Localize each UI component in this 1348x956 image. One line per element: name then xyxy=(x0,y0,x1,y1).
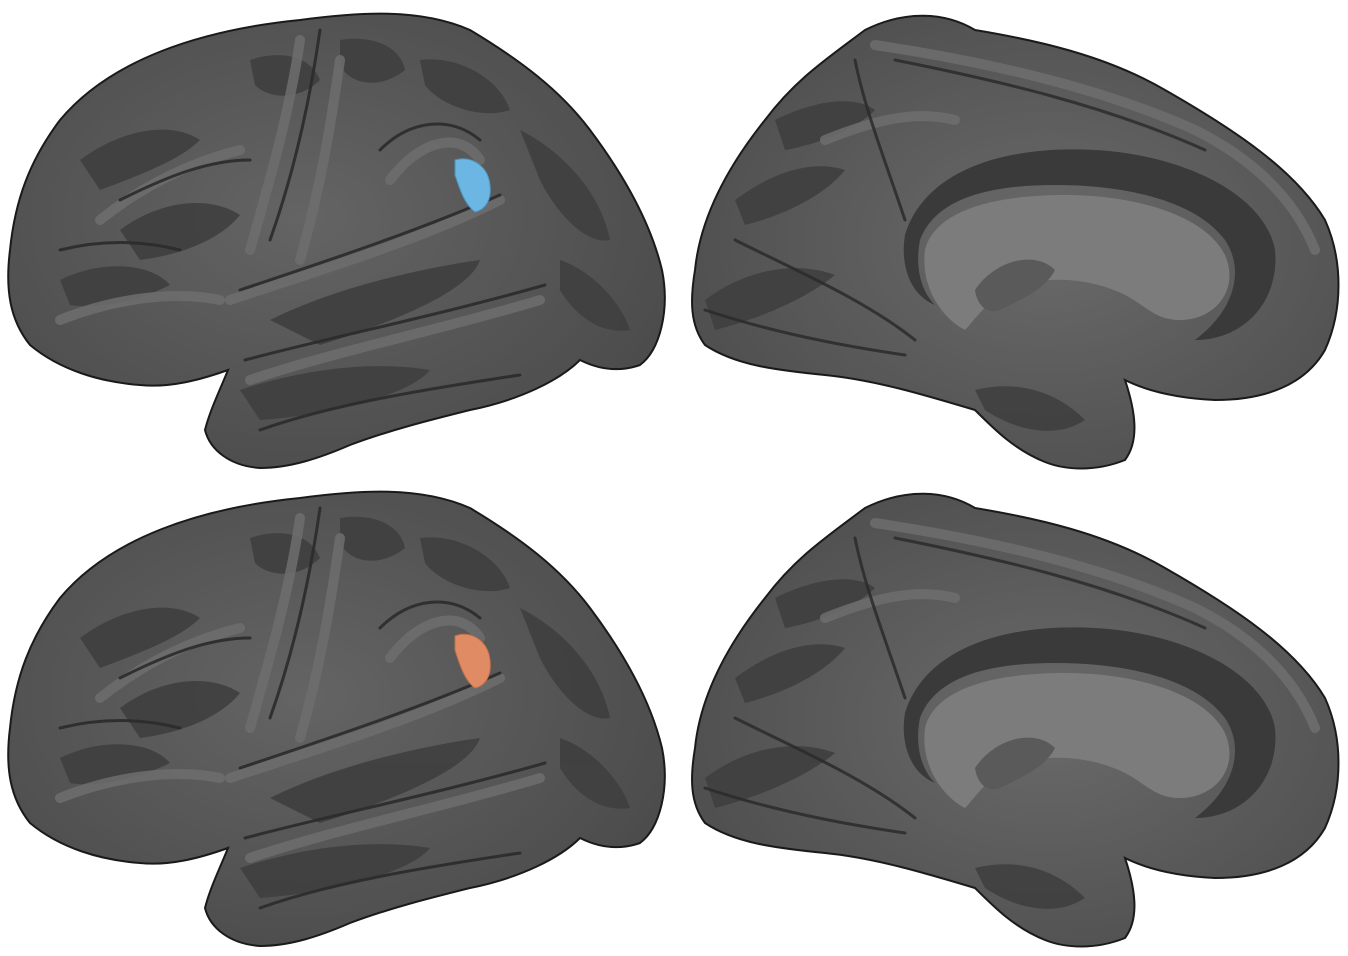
lateral-view-bottom xyxy=(0,478,675,956)
medial-view-bottom xyxy=(675,478,1348,956)
overlay-orange-region xyxy=(454,633,491,689)
lateral-view-top xyxy=(0,0,675,478)
overlay-blue-region xyxy=(454,158,491,213)
medial-view-top xyxy=(675,0,1348,478)
